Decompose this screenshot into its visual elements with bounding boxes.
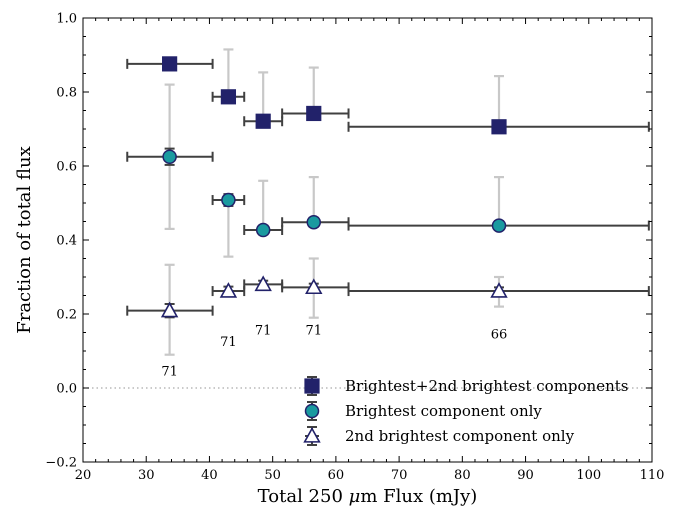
tick-layer bbox=[82, 17, 653, 463]
data-point-circle bbox=[491, 218, 507, 233]
y-tick-label: 0.6 bbox=[56, 160, 77, 175]
legend-label: Brightest+2nd brightest components bbox=[345, 377, 628, 395]
data-point-circle bbox=[221, 192, 236, 208]
data-point-square bbox=[491, 119, 507, 135]
legend-marker-circle bbox=[304, 403, 320, 419]
legend-marker-square bbox=[304, 378, 320, 394]
data-point-circle bbox=[255, 222, 271, 238]
x-tick-label: 50 bbox=[264, 468, 281, 483]
x-axis-title: Total 250 μm Flux (mJy) bbox=[258, 486, 478, 507]
tick-label-layer: 20 30 40 50 60 70 80 90 100 110 −0.2 0.0 0.2 0.4 0.6 0.… bbox=[45, 12, 664, 484]
x-tick-label: 40 bbox=[201, 468, 218, 483]
data-point-circle bbox=[162, 149, 177, 164]
x-errorbar-layer bbox=[126, 58, 650, 316]
count-label: 71 bbox=[305, 324, 322, 339]
x-tick-label: 110 bbox=[640, 468, 665, 483]
data-point-triangle bbox=[254, 275, 272, 292]
count-label: 71 bbox=[220, 335, 237, 350]
data-point-triangle bbox=[160, 301, 179, 318]
data-point-square bbox=[162, 56, 178, 72]
legend-marker-triangle bbox=[303, 427, 321, 443]
scatter-errorbar-layer bbox=[164, 48, 505, 356]
data-point-triangle bbox=[490, 282, 508, 298]
y-tick-label: 0.8 bbox=[56, 86, 77, 101]
data-point-square bbox=[220, 89, 237, 105]
data-point-triangle bbox=[305, 278, 323, 295]
y-tick-label: 0.0 bbox=[56, 382, 77, 397]
count-label: 71 bbox=[161, 364, 178, 379]
y-tick-label: 0.4 bbox=[56, 234, 77, 249]
data-point-square bbox=[306, 105, 322, 122]
data-point-circle bbox=[306, 214, 322, 230]
marker-layer bbox=[160, 56, 508, 318]
x-tick-label: 30 bbox=[138, 468, 155, 483]
y-tick-label: 1.0 bbox=[56, 12, 77, 27]
legend-label: Brightest component only bbox=[345, 402, 542, 420]
legend: Brightest+2nd brightest components Bright… bbox=[303, 376, 628, 446]
y-tick-label: 0.2 bbox=[56, 308, 77, 323]
data-point-triangle bbox=[219, 282, 238, 298]
y-tick-label: −0.2 bbox=[45, 456, 77, 471]
x-tick-label: 60 bbox=[328, 468, 345, 483]
data-point-square bbox=[255, 113, 271, 129]
x-tick-label: 80 bbox=[454, 468, 471, 483]
y-axis-title: Fraction of total flux bbox=[14, 146, 35, 334]
count-label: 66 bbox=[491, 327, 508, 342]
count-label: 71 bbox=[255, 324, 272, 339]
x-tick-label: 90 bbox=[517, 468, 534, 483]
x-tick-label: 100 bbox=[576, 468, 601, 483]
x-tick-label: 70 bbox=[391, 468, 408, 483]
legend-label: 2nd brightest component only bbox=[345, 427, 575, 445]
x-tick-label: 20 bbox=[75, 468, 92, 483]
count-label-layer: 71 71 71 71 66 bbox=[161, 324, 507, 380]
